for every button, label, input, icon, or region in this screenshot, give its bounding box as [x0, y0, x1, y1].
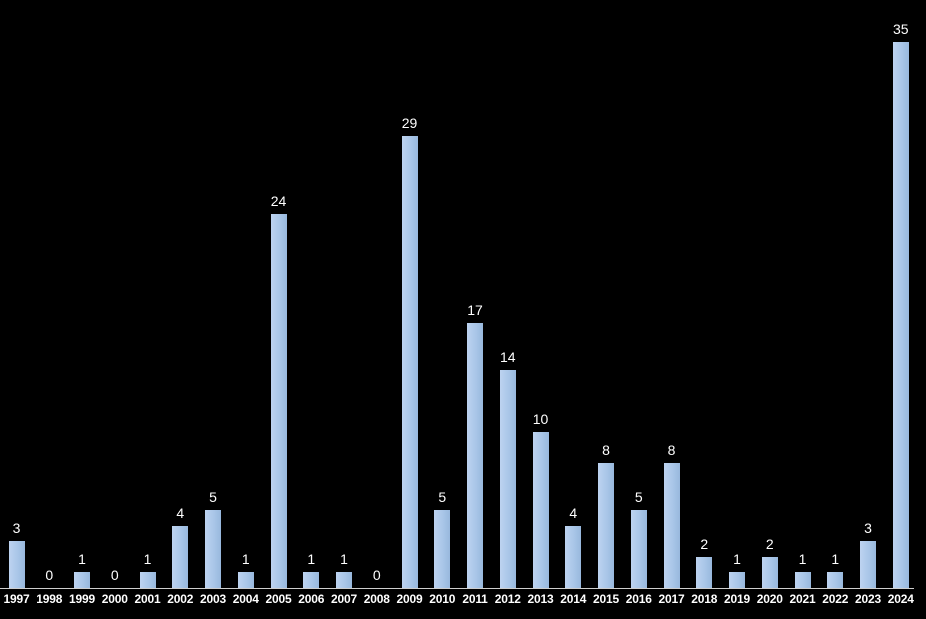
bar-value-label: 4 [176, 505, 185, 521]
bar [565, 526, 582, 588]
bar [892, 42, 909, 588]
bar [74, 572, 90, 588]
bar-value-label: 2 [700, 536, 709, 552]
x-axis-tick-label: 2011 [462, 592, 488, 606]
bar [794, 572, 811, 588]
bar-value-label: 35 [892, 21, 909, 37]
bar [237, 572, 254, 588]
bar-value-label: 0 [110, 567, 119, 583]
x-axis-tick-label: 2013 [527, 592, 554, 606]
bar-value-label: 1 [241, 551, 250, 567]
bar-value-label: 0 [372, 567, 381, 583]
bar [827, 572, 844, 588]
bar [860, 541, 876, 588]
x-axis-tick-label: 1997 [3, 592, 30, 606]
bar-value-label: 5 [634, 489, 643, 505]
x-axis-tick-label: 1998 [36, 592, 63, 606]
bar-value-label: 3 [864, 520, 872, 536]
bar-value-label: 5 [438, 489, 447, 505]
bar-value-label: 29 [401, 115, 418, 131]
x-axis-tick-label: 2015 [593, 592, 619, 606]
x-axis-tick-label: 2018 [691, 592, 718, 606]
bar-value-label: 17 [467, 302, 483, 318]
bar-value-label: 8 [602, 442, 610, 458]
x-axis-line [0, 588, 914, 589]
x-axis-tick-label: 2019 [724, 592, 750, 606]
bar-value-label: 1 [831, 551, 840, 567]
x-axis-tick-label: 2001 [134, 592, 161, 606]
x-axis-tick-label: 1999 [69, 592, 95, 606]
bar [8, 541, 25, 588]
x-axis-tick-label: 2022 [822, 592, 849, 606]
x-axis-tick-label: 2008 [363, 592, 390, 606]
x-axis-tick-label: 2007 [331, 592, 357, 606]
bar [630, 510, 647, 588]
bar [663, 463, 680, 588]
bar-value-label: 4 [569, 505, 578, 521]
bar [696, 557, 713, 588]
bar [139, 572, 156, 588]
bar-value-label: 1 [798, 551, 807, 567]
bar [434, 510, 451, 588]
bar-value-label: 5 [209, 489, 217, 505]
x-axis-tick-label: 2017 [658, 592, 685, 606]
bar-value-label: 8 [667, 442, 676, 458]
bar-value-label: 10 [532, 411, 549, 427]
bar-value-label: 3 [12, 520, 21, 536]
x-axis-tick-label: 2002 [167, 592, 194, 606]
x-axis-tick-label: 2014 [560, 592, 587, 606]
bar [761, 557, 778, 588]
x-axis-tick-label: 2012 [494, 592, 521, 606]
bar-value-label: 14 [499, 349, 516, 365]
bar-value-label: 1 [340, 551, 348, 567]
x-axis-tick-label: 2006 [298, 592, 325, 606]
x-axis-tick-label: 2005 [265, 592, 292, 606]
bar [303, 572, 320, 588]
bar-value-label: 1 [78, 551, 86, 567]
x-axis-tick-label: 2000 [101, 592, 128, 606]
x-axis-tick-label: 2009 [396, 592, 423, 606]
bar [205, 510, 221, 588]
bar [336, 572, 352, 588]
bar [729, 572, 745, 588]
bar-value-label: 1 [733, 551, 741, 567]
bar [401, 136, 418, 588]
bar-value-label: 0 [45, 567, 54, 583]
x-axis-tick-label: 2024 [887, 592, 914, 606]
x-axis-tick-label: 2021 [789, 592, 816, 606]
x-axis-tick-label: 2010 [429, 592, 456, 606]
bar [172, 526, 189, 588]
x-axis-tick-label: 2020 [756, 592, 783, 606]
bar-value-label: 1 [307, 551, 316, 567]
bar [467, 323, 483, 588]
bar [598, 463, 614, 588]
x-axis-tick-label: 2004 [232, 592, 259, 606]
x-axis-tick-label: 2023 [855, 592, 881, 606]
bar-value-label: 1 [143, 551, 152, 567]
bar-value-label: 2 [765, 536, 774, 552]
bar-value-label: 24 [270, 193, 287, 209]
bar [499, 370, 516, 588]
bar [532, 432, 549, 588]
x-axis-tick-label: 2016 [625, 592, 652, 606]
bar [270, 214, 287, 588]
x-axis-tick-label: 2003 [200, 592, 226, 606]
